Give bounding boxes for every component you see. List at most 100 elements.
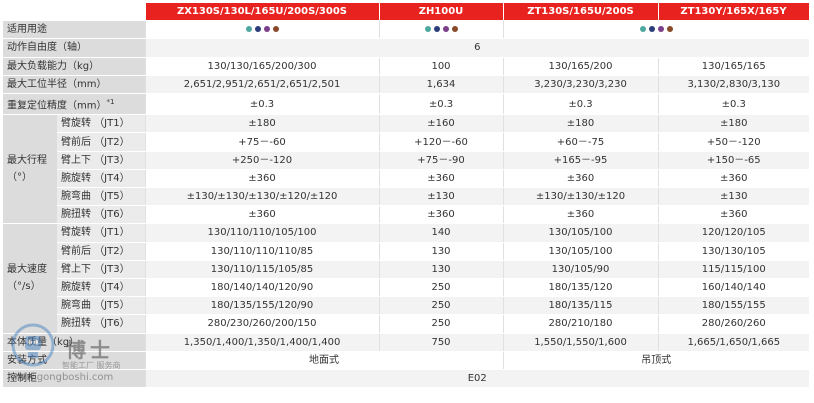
payload-zh: 100: [378, 57, 503, 76]
label-applications: 适用用途: [3, 20, 145, 40]
payload-zt-y: 130/165/165: [657, 57, 809, 76]
speed-jt5-zx: 180/135/155/120/90: [144, 296, 379, 316]
row-speed-jt1: 最大速度 （°/s） 臂旋转 （JT1） 130/110/110/105/100…: [3, 223, 809, 334]
applications-zh: [378, 20, 503, 40]
stroke-group-label: 最大行程 （°）: [3, 114, 57, 225]
axis-code: （JT5）: [94, 300, 130, 312]
row-weight: 本体质量（kg） 1,350/1,400/1,350/1,400/1,400 7…: [3, 333, 809, 352]
row-stroke-jt2: 臂前后 （JT2） +75－-60 +120－-60 +60－-75 +50－-…: [3, 132, 809, 152]
row-repeat: 重复定位精度（mm）*1 ±0.3 ±0.3 ±0.3 ±0.3: [3, 93, 809, 116]
install-floor: 地面式: [144, 351, 503, 370]
label-dof: 动作自由度（轴）: [3, 38, 145, 58]
teal-dot-icon: [424, 26, 431, 33]
axis-name: 臂前后: [61, 136, 91, 148]
speed-jt3-zx: 130/110/115/105/85: [144, 260, 379, 279]
axis-name: 臂上下: [61, 154, 91, 166]
reach-zx: 2,651/2,951/2,651/2,651/2,501: [144, 75, 379, 94]
speed-jt6-zh: 250: [378, 314, 503, 334]
axis-name: 腕旋转: [61, 282, 91, 294]
purple-dot-icon: [442, 26, 449, 33]
header-model-zx: ZX130S/130L/165U/200S/300S: [145, 3, 380, 22]
speed-axis-jt4: 腕旋转 （JT4）: [57, 278, 145, 298]
header-model-zt-s: ZT130S/165U/200S: [503, 3, 659, 22]
stroke-jt6-zt-y: ±360: [657, 205, 809, 225]
applications-zx: [144, 20, 379, 40]
axis-name: 腕弯曲: [61, 300, 91, 312]
stroke-jt3-zh: +75－-90: [378, 151, 503, 170]
speed-axis-jt2: 臂前后 （JT2）: [57, 242, 145, 261]
speed-axis-jt3: 臂上下 （JT3）: [57, 260, 145, 279]
speed-jt1-zt-s: 130/105/100: [502, 223, 658, 243]
speed-jt1-zt-y: 120/120/105: [657, 223, 809, 243]
stroke-jt1-zh: ±160: [378, 114, 503, 134]
label-install: 安装方式: [3, 351, 145, 370]
speed-group-unit: （°/s）: [7, 281, 41, 293]
brown-dot-icon: [451, 26, 458, 33]
row-stroke-jt1: 最大行程 （°） 臂旋转 （JT1） ±180 ±160 ±180 ±180: [3, 114, 809, 225]
navy-dot-icon: [433, 26, 440, 33]
teal-dot-icon: [245, 26, 252, 33]
row-install: 安装方式 地面式 吊顶式: [3, 351, 809, 370]
stroke-jt3-zt-y: +150－-65: [657, 151, 809, 170]
row-speed-jt3: 臂上下 （JT3） 130/110/115/105/85 130 130/105…: [3, 260, 809, 279]
row-controller: 控制柜 E02: [3, 369, 809, 389]
repeat-zx: ±0.3: [144, 93, 379, 116]
reach-zh: 1,634: [378, 75, 503, 94]
axis-name: 臂前后: [61, 245, 91, 257]
stroke-group-unit: （°）: [7, 172, 32, 184]
axis-name: 腕弯曲: [61, 191, 91, 203]
speed-axis-jt1: 臂旋转 （JT1）: [57, 223, 145, 243]
repeat-zt-y: ±0.3: [657, 93, 809, 116]
axis-name: 腕旋转: [61, 172, 91, 184]
controller-value: E02: [144, 369, 809, 389]
stroke-jt5-zt-y: ±130: [657, 187, 809, 207]
row-stroke-jt5: 腕弯曲 （JT5） ±130/±130/±130/±120/±120 ±130 …: [3, 187, 809, 207]
speed-jt3-zh: 130: [378, 260, 503, 279]
axis-code: （JT3）: [94, 154, 130, 166]
weight-zt-s: 1,550/1,550/1,600: [502, 333, 658, 352]
speed-jt6-zx: 280/230/260/200/150: [144, 314, 379, 334]
dof-value: 6: [144, 38, 809, 58]
spec-table: ZX130S/130L/165U/200S/300S ZH100U ZT130S…: [3, 3, 810, 389]
stroke-jt6-zx: ±360: [144, 205, 379, 225]
axis-name: 腕扭转: [61, 209, 91, 221]
repeat-zh: ±0.3: [378, 93, 503, 116]
speed-jt6-zt-y: 280/260/260: [657, 314, 809, 334]
stroke-axis-jt4: 腕旋转 （JT4）: [57, 169, 145, 189]
stroke-jt3-zx: +250－-120: [144, 151, 379, 170]
speed-axis-jt6: 腕扭转 （JT6）: [57, 314, 145, 334]
speed-jt2-zh: 130: [378, 242, 503, 261]
speed-group-title: 最大速度: [7, 264, 47, 276]
speed-jt5-zt-s: 180/135/115: [502, 296, 658, 316]
speed-jt1-zh: 140: [378, 223, 503, 243]
speed-jt2-zt-y: 130/130/105: [657, 242, 809, 261]
axis-name: 臂上下: [61, 263, 91, 275]
speed-axis-jt5: 腕弯曲 （JT5）: [57, 296, 145, 316]
stroke-jt3-zt-s: +165－-95: [502, 151, 658, 170]
speed-jt4-zh: 250: [378, 278, 503, 298]
row-stroke-jt3: 臂上下 （JT3） +250－-120 +75－-90 +165－-95 +15…: [3, 151, 809, 170]
speed-jt2-zt-s: 130/105/100: [502, 242, 658, 261]
brown-dot-icon: [272, 26, 279, 33]
weight-zt-y: 1,665/1,650/1,665: [657, 333, 809, 352]
label-weight: 本体质量（kg）: [3, 333, 145, 352]
stroke-axis-jt3: 臂上下 （JT3）: [57, 151, 145, 170]
teal-dot-icon: [639, 26, 646, 33]
label-controller: 控制柜: [3, 369, 145, 389]
row-stroke-jt6: 腕扭转 （JT6） ±360 ±360 ±360 ±360: [3, 205, 809, 225]
axis-name: 腕扭转: [61, 318, 91, 330]
weight-zx: 1,350/1,400/1,350/1,400/1,400: [144, 333, 379, 352]
speed-jt5-zh: 250: [378, 296, 503, 316]
weight-zh: 750: [378, 333, 503, 352]
header-blank: [3, 3, 146, 22]
label-repeat: 重复定位精度（mm）*1: [3, 93, 145, 116]
speed-jt3-zt-y: 115/115/100: [657, 260, 809, 279]
axis-code: （JT6）: [94, 209, 130, 221]
stroke-jt2-zt-s: +60－-75: [502, 132, 658, 152]
stroke-axis-jt6: 腕扭转 （JT6）: [57, 205, 145, 225]
speed-jt6-zt-s: 280/210/180: [502, 314, 658, 334]
install-ceiling: 吊顶式: [502, 351, 809, 370]
speed-jt4-zx: 180/140/140/120/90: [144, 278, 379, 298]
payload-zx: 130/130/165/200/300: [144, 57, 379, 76]
speed-jt5-zt-y: 180/155/155: [657, 296, 809, 316]
